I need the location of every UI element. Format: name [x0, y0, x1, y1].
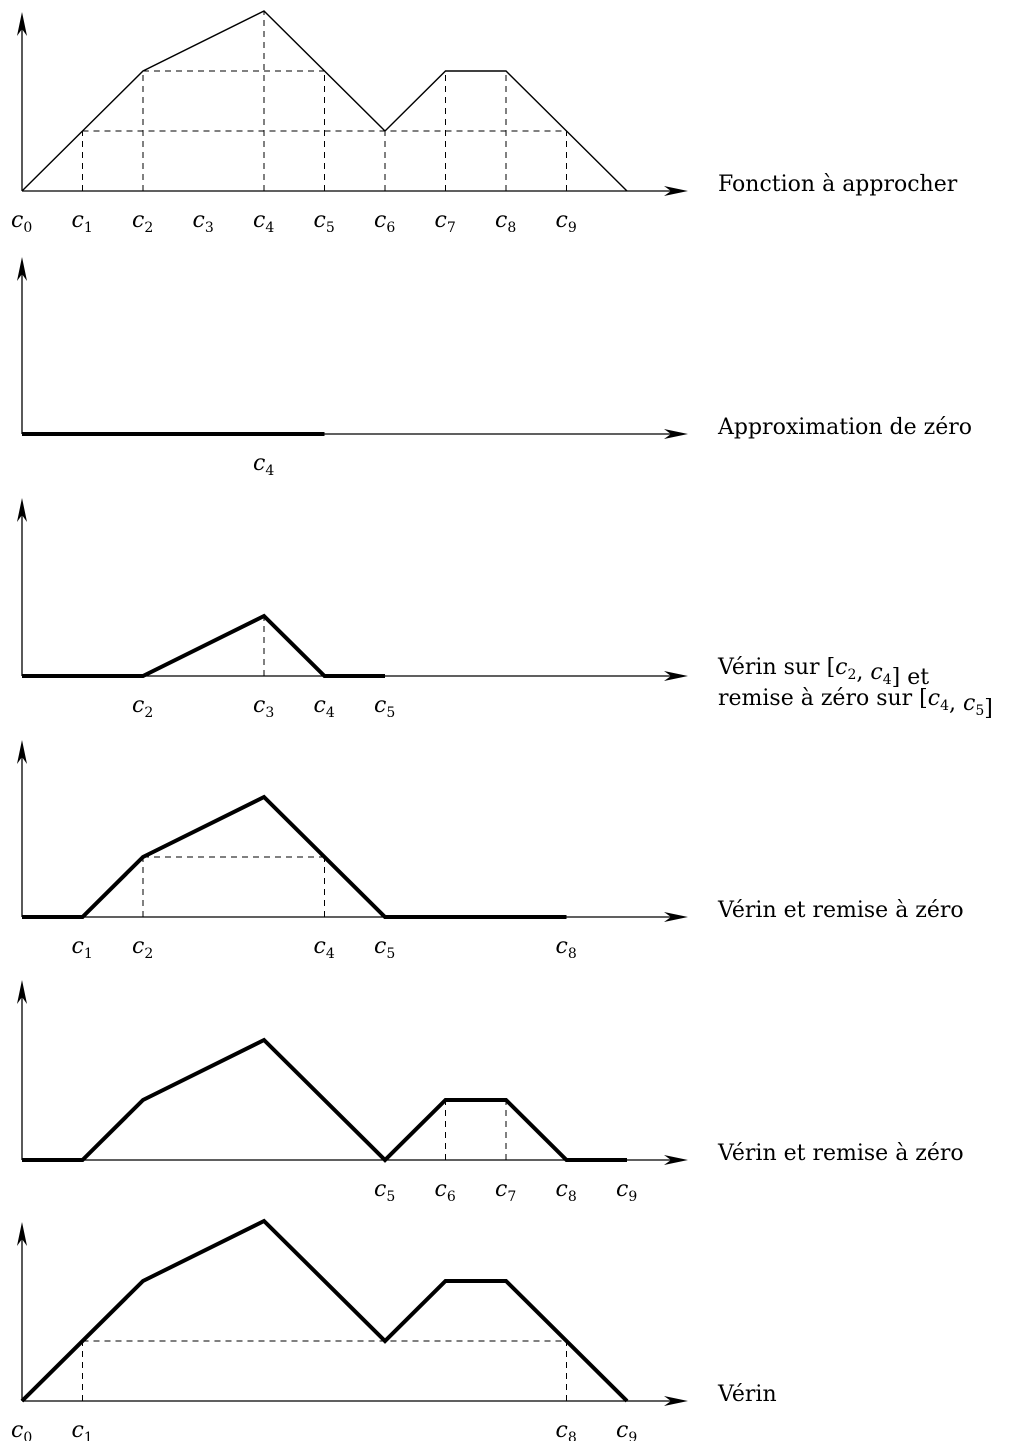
panel-jack-3: c5 c6 c7 c8 c9 Vérin et remise à zéro: [17, 980, 964, 1205]
tick-label-c5: c5: [374, 693, 395, 721]
panel-target: c0 c1 c2 c3 c4 c5 c6 c7 c8 c9 Fonction à approcher: [11, 10, 958, 236]
function-curve: [22, 613, 385, 678]
function-curve: [22, 794, 567, 919]
tick-label-c1: c1: [72, 934, 93, 962]
tick-label-c2: c2: [132, 208, 153, 236]
panel-caption: Approximation de zéro: [717, 415, 972, 440]
tick-label-c0: c0: [11, 208, 32, 236]
panel-caption: remise à zéro sur [c4, c5]: [718, 686, 993, 721]
tick-label-c5: c5: [374, 934, 395, 962]
function-curve: [20, 1218, 629, 1403]
panel-jack-2: c1 c2 c4 c5 c8 Vérin et remise à zéro: [17, 740, 964, 962]
function-curve: [21, 10, 628, 192]
tick-label-c8: c8: [556, 1177, 577, 1205]
tick-label-c2: c2: [132, 693, 153, 721]
tick-label-c6: c6: [374, 208, 395, 236]
tick-label-c9: c9: [556, 208, 577, 236]
function-curve: [22, 1037, 627, 1163]
panel-caption: Vérin sur [c2, c4] et: [717, 655, 929, 690]
panel-caption: Vérin et remise à zéro: [717, 898, 964, 923]
tick-label-c5: c5: [374, 1177, 395, 1205]
panel-caption: Vérin et remise à zéro: [717, 1141, 964, 1166]
tick-label-c0: c0: [11, 1418, 32, 1441]
tick-label-c6: c6: [435, 1177, 456, 1205]
tick-label-c4: c4: [253, 208, 274, 236]
tick-label-c4: c4: [314, 934, 335, 962]
tick-label-c4: c4: [253, 451, 274, 479]
tick-label-c7: c7: [435, 208, 456, 236]
tick-label-c1: c1: [72, 1418, 93, 1441]
tick-label-c8: c8: [556, 934, 577, 962]
tick-label-c3: c3: [193, 208, 214, 236]
panel-jack-4: c0 c1 c8 c9 Vérin: [11, 1218, 777, 1441]
tick-label-c7: c7: [495, 1177, 516, 1205]
tick-label-c8: c8: [495, 208, 516, 236]
tick-label-c8: c8: [556, 1418, 577, 1441]
panel-caption: Fonction à approcher: [718, 172, 958, 197]
panels-layer: c0 c1 c2 c3 c4 c5 c6 c7 c8 c9 Fonction à approcher…: [11, 10, 993, 1441]
tick-label-c9: c9: [616, 1418, 637, 1441]
tick-label-c1: c1: [72, 208, 93, 236]
tick-label-c4: c4: [314, 693, 335, 721]
tick-label-c3: c3: [253, 693, 274, 721]
tick-label-c5: c5: [314, 208, 335, 236]
panel-zero: c4 Approximation de zéro: [17, 257, 972, 479]
tick-label-c9: c9: [616, 1177, 637, 1205]
tick-label-c2: c2: [132, 934, 153, 962]
panel-caption: Vérin: [717, 1382, 777, 1407]
